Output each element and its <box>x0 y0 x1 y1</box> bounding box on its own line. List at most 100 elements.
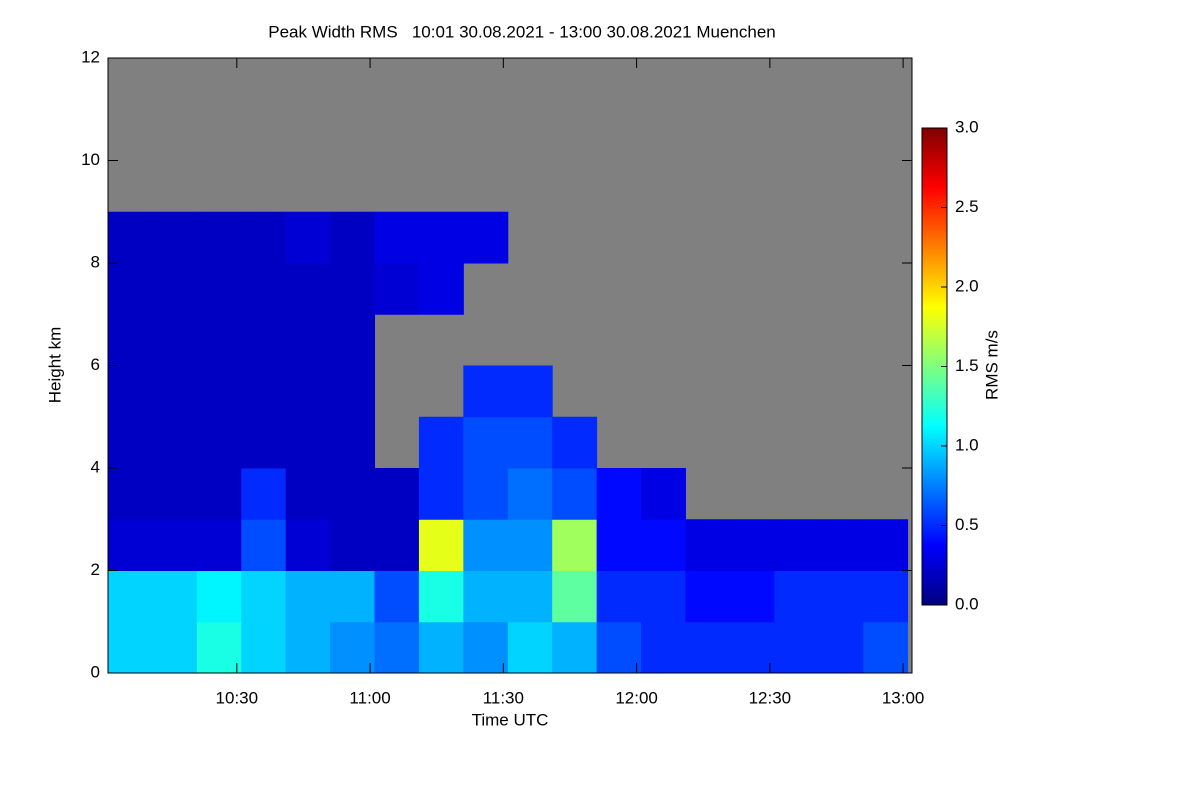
heatmap-cell <box>241 570 287 623</box>
heatmap-cell <box>374 263 420 315</box>
heatmap-cell <box>108 468 153 520</box>
heatmap-cell <box>330 211 376 264</box>
heatmap-cell <box>285 263 331 315</box>
heatmap-cell <box>196 468 242 520</box>
heatmap-cell <box>685 570 731 623</box>
heatmap-cell <box>108 519 153 571</box>
y-tick-label: 4 <box>91 457 100 476</box>
heatmap-cell <box>418 416 464 469</box>
heatmap-cell <box>196 519 242 571</box>
heatmap-cell <box>463 570 509 623</box>
heatmap-cell <box>463 621 509 674</box>
heatmap-cell <box>507 468 553 520</box>
heatmap-cell <box>196 211 242 264</box>
heatmap-cell <box>552 570 598 623</box>
heatmap-cell <box>507 519 553 571</box>
heatmap-cell <box>152 263 198 315</box>
heatmap-cell <box>108 570 153 623</box>
heatmap-cell <box>641 519 686 571</box>
heatmap-cell <box>507 570 553 623</box>
heatmap-cell <box>285 365 331 418</box>
colorbar-tick-label: 2.5 <box>955 197 979 216</box>
heatmap-cell <box>285 211 331 264</box>
heatmap-cell <box>108 211 153 264</box>
heatmap-cell <box>330 365 376 418</box>
heatmap-cell <box>552 468 598 520</box>
heatmap-cell <box>729 621 775 674</box>
x-tick-label: 12:30 <box>749 688 792 707</box>
heatmap-cell <box>196 365 242 418</box>
x-tick-label: 10:30 <box>216 688 259 707</box>
heatmap-cell <box>241 468 287 520</box>
colorbar-tick-label: 1.0 <box>955 435 979 454</box>
heatmap-cell <box>596 519 642 571</box>
heatmap-cell <box>729 519 775 571</box>
heatmap-cell <box>374 519 420 571</box>
heatmap-cell <box>641 621 686 674</box>
heatmap-cell <box>463 365 509 418</box>
heatmap-cell <box>463 211 509 264</box>
x-axis-label: Time UTC <box>472 710 549 729</box>
heatmap-cell <box>463 468 509 520</box>
heatmap-cell <box>152 468 198 520</box>
heatmap-cell <box>863 570 909 623</box>
heatmap-cell <box>152 570 198 623</box>
heatmap-cell <box>152 314 198 366</box>
heatmap-cell <box>285 416 331 469</box>
heatmap-cell <box>196 263 242 315</box>
heatmap-cell <box>818 519 864 571</box>
heatmap-cell <box>285 570 331 623</box>
heatmap-cell <box>463 416 509 469</box>
x-tick-label: 11:00 <box>349 688 390 707</box>
heatmap-cell <box>596 570 642 623</box>
heatmap-cell <box>330 416 376 469</box>
heatmap-cell <box>463 519 509 571</box>
heatmap-cell <box>374 468 420 520</box>
heatmap-cell <box>241 621 287 674</box>
heatmap-cell <box>418 211 464 264</box>
colorbar-tick-label: 3.0 <box>955 117 979 136</box>
heatmap-cell <box>685 621 731 674</box>
heatmap-cell <box>241 263 287 315</box>
x-tick-label: 11:30 <box>483 688 524 707</box>
heatmap-cell <box>330 263 376 315</box>
colorbar-tick-label: 2.0 <box>955 276 979 295</box>
heatmap-cell <box>108 621 153 674</box>
heatmap-cell <box>285 468 331 520</box>
colorbar-tick-label: 0.5 <box>955 515 979 534</box>
heatmap-cell <box>285 314 331 366</box>
heatmap-cell <box>641 468 686 520</box>
heatmap-cell <box>507 416 553 469</box>
heatmap-cell <box>152 211 198 264</box>
heatmap-cell <box>507 365 553 418</box>
heatmap-cell <box>241 519 287 571</box>
heatmap-cell <box>330 621 376 674</box>
heatmap-cell <box>330 314 376 366</box>
colorbar-tick-label: 0.0 <box>955 594 979 613</box>
heatmap-cell <box>152 519 198 571</box>
heatmap-cell <box>108 263 153 315</box>
y-tick-label: 12 <box>81 47 100 66</box>
heatmap-cell <box>241 365 287 418</box>
heatmap-cell <box>330 519 376 571</box>
heatmap-cell <box>374 621 420 674</box>
heatmap-cell <box>418 468 464 520</box>
heatmap-cell <box>196 416 242 469</box>
heatmap-cell <box>552 519 598 571</box>
colorbar-tick-label: 1.5 <box>955 356 979 375</box>
heatmap-cell <box>374 570 420 623</box>
heatmap-cell <box>418 519 464 571</box>
heatmap-cell <box>552 416 598 469</box>
heatmap-cell <box>418 263 464 315</box>
y-tick-label: 2 <box>91 560 100 579</box>
heatmap-cell <box>418 621 464 674</box>
heatmap-cell <box>108 416 153 469</box>
heatmap-cell <box>196 621 242 674</box>
heatmap-cell <box>596 621 642 674</box>
heatmap-cell <box>507 621 553 674</box>
colorbar-label: RMS m/s <box>982 330 1001 400</box>
heatmap-cell <box>641 570 686 623</box>
heatmap-cell <box>729 570 775 623</box>
